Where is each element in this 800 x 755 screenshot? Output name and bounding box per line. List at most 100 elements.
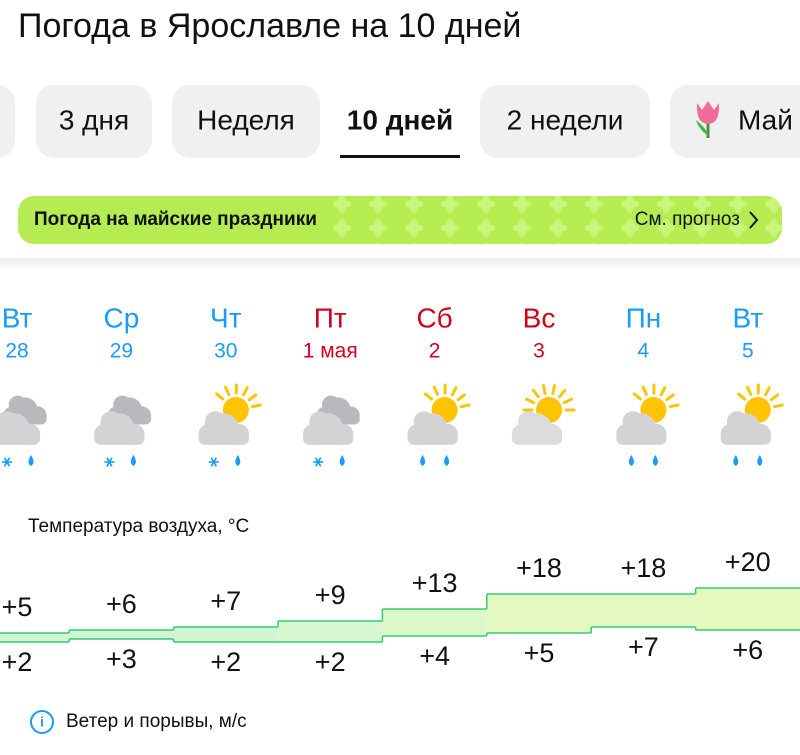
date: 5 [742,340,754,363]
cloud-base [198,432,249,445]
weekday: Вт [733,302,764,333]
high-label: +18 [516,553,562,583]
weekday: Вс [523,302,556,333]
chevron [749,211,759,229]
weekday: Пн [626,302,662,333]
date: 1 мая [303,340,358,363]
sun-ray [659,386,667,397]
sun-ray [772,403,784,409]
sun-ray [558,388,567,399]
cloud-base [0,432,41,445]
rain-drop [628,455,634,466]
rain-drop [757,455,763,466]
weekday: Вт [2,302,33,333]
temperature-step [173,627,278,642]
cloud-part [0,411,18,433]
weather-icon [616,383,680,466]
tab-label[interactable]: Май [738,104,793,135]
sun-ray [632,392,642,401]
cloud-part [413,411,435,433]
date: 4 [638,340,650,363]
sun-ray [242,386,249,397]
tab-bg[interactable] [670,85,800,158]
weather-icon [511,384,576,445]
wind-header: i Ветер и порывы, м/с [30,710,247,734]
sun-ray [531,388,540,399]
weekday: Сб [416,302,452,333]
cloud-part [309,411,331,433]
high-label: +9 [315,580,346,610]
sun-ray [432,385,440,397]
info-icon-i: i [40,714,44,730]
tab-label[interactable]: 10 дней [347,104,453,135]
banner[interactable]: Погода на майские праздники См. прогноз [18,196,782,244]
sun-ray [450,386,458,397]
high-label: +7 [210,586,241,616]
rain-drop [235,455,241,466]
banner-link[interactable]: См. прогноз [635,209,740,230]
weather-icon [303,395,360,467]
date: 3 [533,340,545,363]
weekday: Ср [104,302,140,333]
temperature-step [591,594,696,627]
cloud-base [94,432,145,445]
cloud-part [113,395,132,414]
sun-ray [668,403,680,409]
wind-title: Ветер и порывы, м/с [66,711,247,732]
rain-drop [444,455,450,466]
tulip-icon [696,101,720,138]
temperature-step [486,594,592,633]
tab-underline [340,155,460,158]
sun-ray [746,385,753,397]
rain-drop [339,455,345,466]
tab-partial[interactable] [0,85,15,158]
tab-bg[interactable] [480,85,650,158]
sun-ray [224,385,231,397]
low-label: +2 [210,647,241,677]
tab-label[interactable]: Неделя [197,104,295,135]
date: 28 [5,340,28,363]
sun-ray [641,385,648,397]
weather-icon [0,395,47,467]
rain-drop [652,455,658,466]
date: 30 [214,340,237,363]
cloud-part [204,411,226,433]
low-label: +5 [524,638,555,668]
cloud-base [616,432,667,445]
weekday: Чт [210,302,242,333]
weather-icon [720,383,784,466]
cloud-part [622,411,644,433]
weather-icon [407,383,471,466]
sun-ray [250,403,262,409]
low-label: +2 [2,647,33,677]
snow-flake [210,457,217,467]
temperature-step [695,588,800,630]
sun-ray [769,393,780,402]
info-icon[interactable] [30,710,54,734]
sun-ray [215,392,225,401]
rain-drop [130,455,136,466]
rain-drop [733,455,739,466]
snow-flake [315,457,322,467]
cloud-base [303,432,354,445]
sun-ray [541,384,547,395]
tab-label[interactable]: 3 дня [59,104,129,135]
cloud-base [720,432,771,445]
sun-ray [737,392,747,401]
temperature-step [69,630,174,639]
sun-ray [459,403,471,409]
cloud-part [518,411,540,433]
high-label: +20 [725,547,771,577]
sun-ray [562,397,574,405]
sun-ray [764,386,771,397]
cloud-part [100,411,122,433]
tab-bg[interactable] [36,85,152,158]
tab-label[interactable]: 2 недели [507,104,624,135]
rain-drop [28,455,34,466]
date: 2 [429,340,441,363]
tab-bg[interactable] [172,85,320,158]
low-label: +6 [732,635,763,665]
temperature-step [382,609,487,636]
